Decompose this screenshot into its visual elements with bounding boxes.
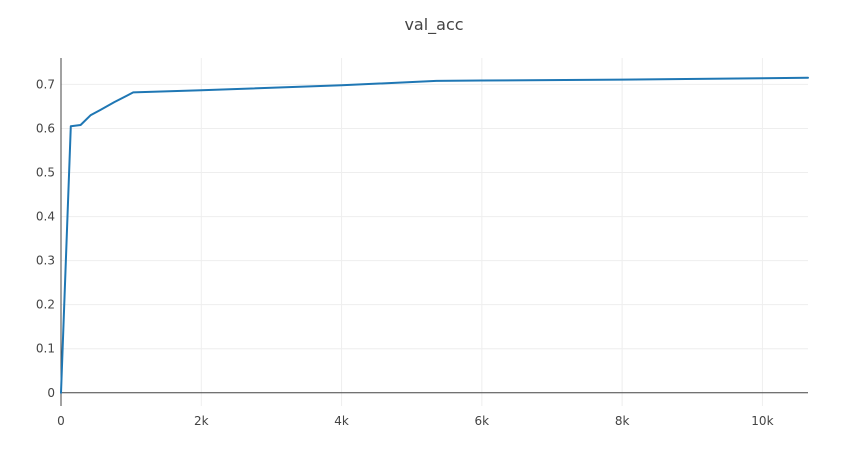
- x-tick-label: 10k: [751, 414, 773, 428]
- y-tick-label: 0.3: [36, 254, 55, 268]
- x-tick-label: 8k: [615, 414, 630, 428]
- x-tick-label: 6k: [475, 414, 490, 428]
- y-tick-label: 0: [47, 386, 55, 400]
- x-tick-label: 0: [57, 414, 65, 428]
- series-layer: [60, 76, 809, 394]
- series-line: [60, 76, 809, 394]
- grid-layer: [61, 58, 808, 406]
- axis-layer: [60, 58, 808, 406]
- y-tick-label: 0.1: [36, 342, 55, 356]
- y-tick-label: 0.6: [36, 121, 55, 135]
- y-tick-label: 0.4: [36, 210, 55, 224]
- chart-title: val_acc: [404, 15, 463, 35]
- x-tick-label: 2k: [194, 414, 209, 428]
- y-tick-label: 0.7: [36, 77, 55, 91]
- x-tick-label: 4k: [334, 414, 349, 428]
- y-tick-label: 0.2: [36, 298, 55, 312]
- tick-layer: 0 0.1 0.2 0.3 0.4 0.5 0.6 0.7 0 2k 4k 6k 8k 10k: [36, 77, 774, 428]
- y-tick-label: 0.5: [36, 166, 55, 180]
